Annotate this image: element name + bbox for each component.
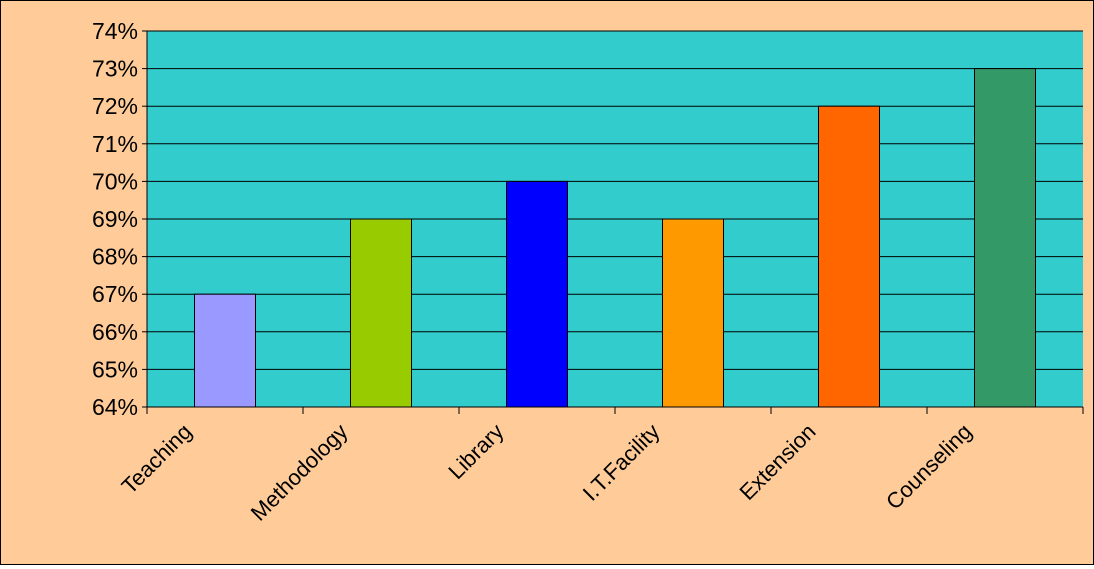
y-axis-ticks: 64% 65% 66% 67% 68% 69% 70% 71% 72% 73% 74% (92, 18, 138, 420)
y-tick-label: 68% (92, 244, 138, 270)
y-tick-label: 65% (92, 356, 138, 382)
y-tick-label: 73% (92, 56, 138, 82)
y-tick-label: 74% (92, 18, 138, 44)
gridlines (147, 30, 1083, 370)
bar-i-t-facility (662, 218, 724, 408)
bar-methodology (350, 218, 412, 408)
y-tick-label: 66% (92, 319, 138, 345)
bar-extension (818, 105, 880, 408)
y-tick-label: 69% (92, 206, 138, 232)
bar-teaching (194, 293, 256, 408)
y-tick-label: 71% (92, 131, 138, 157)
bar-counseling (974, 68, 1036, 408)
y-tick-label: 64% (92, 394, 138, 420)
y-tick-label: 72% (92, 93, 138, 119)
y-tick-label: 70% (92, 168, 138, 194)
bar-library (506, 180, 568, 408)
bars (194, 68, 1036, 408)
axes (142, 30, 1084, 414)
y-tick-label: 67% (92, 281, 138, 307)
